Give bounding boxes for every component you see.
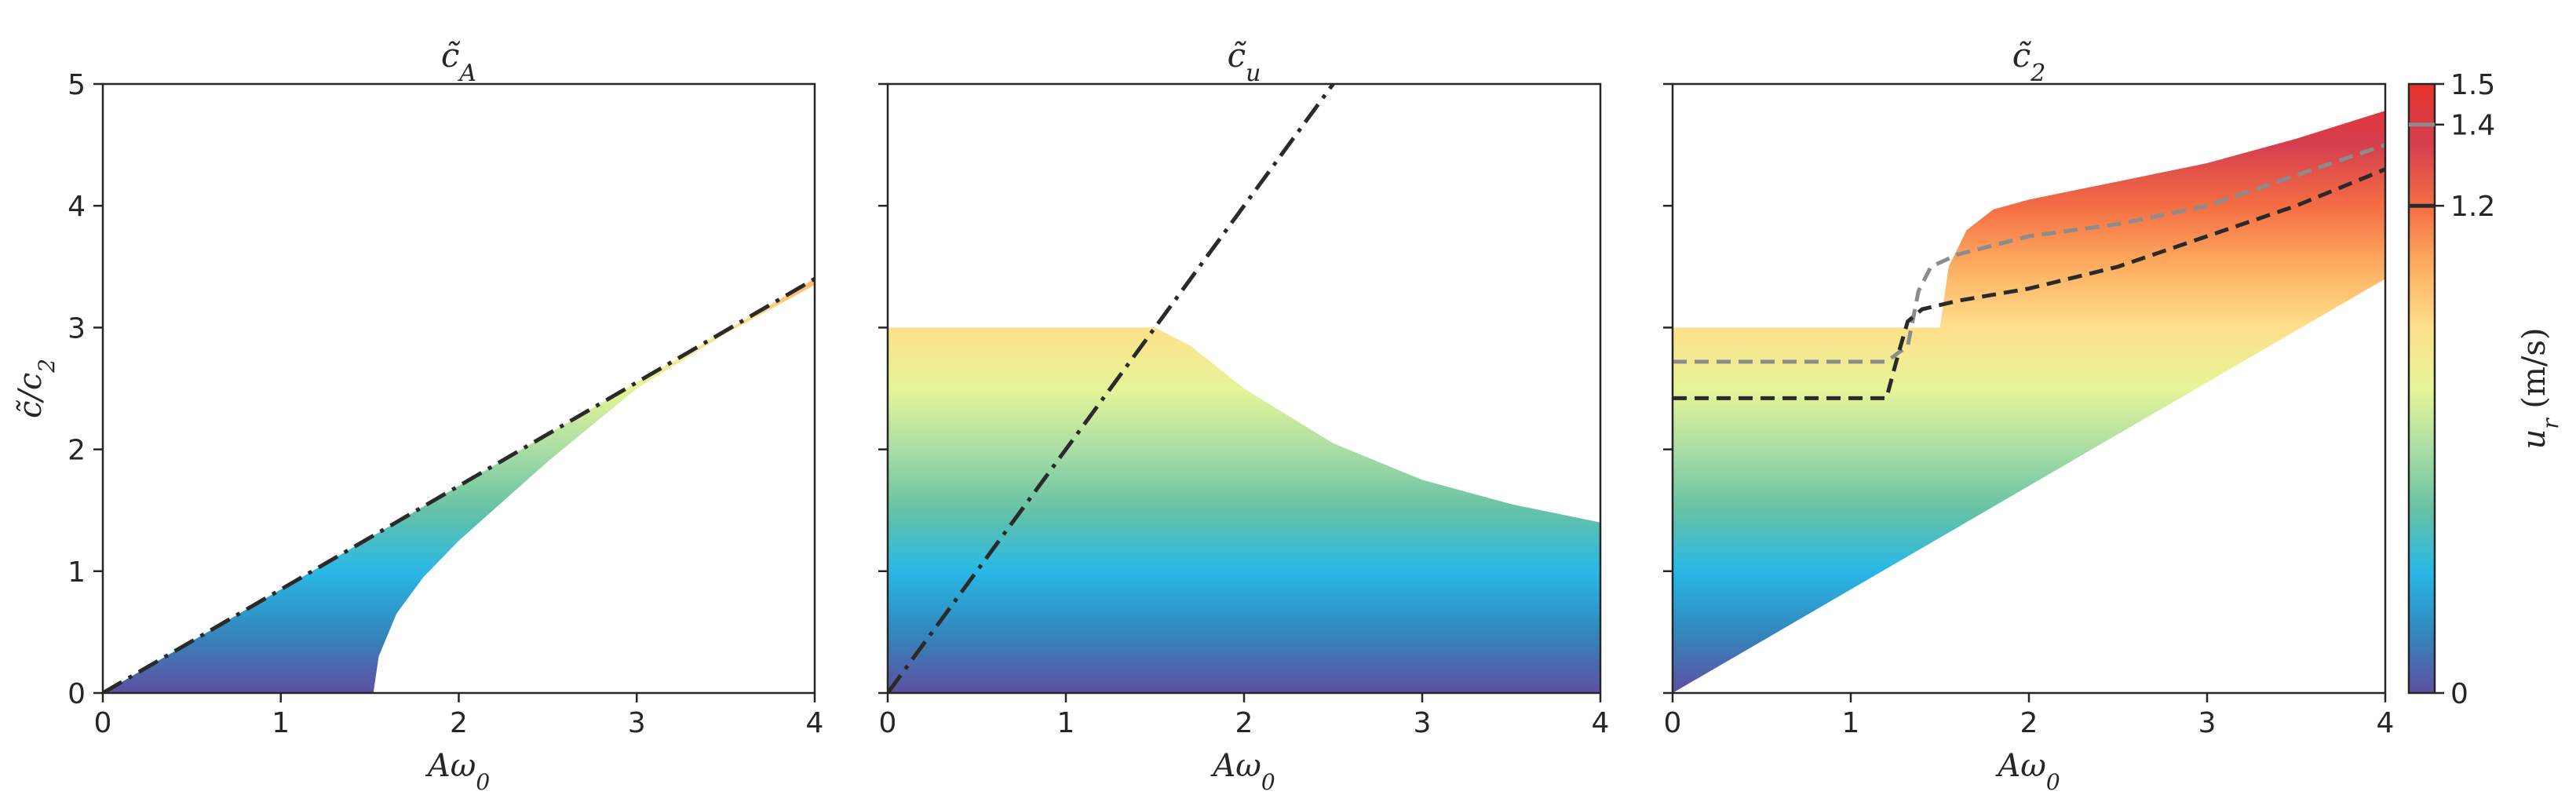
- x-tick-label: 4: [1592, 707, 1610, 739]
- panel-c-a: 0 1 2 3 4 0 1 2 3 4 5 c̃A Aω0 c̃/c2: [13, 36, 823, 795]
- x-tick-label: 3: [2198, 707, 2217, 739]
- colorbar: 0 1.2 1.4 1.5 ur (m/s): [2409, 69, 2563, 710]
- colored-region: [103, 279, 815, 693]
- x-tick-label: 1: [1057, 707, 1075, 739]
- axes: 0 1 2 3 4 0 1 2 3 4 5: [68, 69, 823, 739]
- colorbar-tick-label: 0: [2450, 678, 2468, 710]
- plot-area: [1673, 111, 2385, 693]
- x-tick-label: 1: [272, 707, 290, 739]
- y-tick-label: 4: [68, 191, 86, 223]
- x-axis-label: Aω0: [1994, 748, 2060, 795]
- panel-c-2: 0 1 2 3 4 c̃2 Aω0: [1663, 36, 2394, 795]
- y-axis-label: c̃/c2: [13, 359, 60, 418]
- y-tick-label: 5: [68, 69, 86, 101]
- colorbar-tick-label: 1.5: [2450, 69, 2495, 101]
- plot-area: [888, 84, 1600, 693]
- x-axis-label: Aω0: [425, 748, 490, 795]
- panel-title: c̃2: [2012, 36, 2046, 87]
- colorbar-gradient: [2409, 84, 2435, 693]
- x-tick-label: 0: [94, 707, 112, 739]
- colorbar-tick-label: 1.2: [2450, 191, 2495, 223]
- x-tick-label: 4: [806, 707, 824, 739]
- x-tick-label: 4: [2377, 707, 2395, 739]
- x-tick-label: 2: [450, 707, 468, 739]
- x-axis-label: Aω0: [1210, 748, 1275, 795]
- x-tick-label: 3: [1414, 707, 1432, 739]
- x-tick-label: 0: [879, 707, 897, 739]
- y-tick-label: 3: [68, 312, 86, 345]
- x-tick-label: 2: [2020, 707, 2038, 739]
- plot-area: [103, 279, 815, 693]
- y-tick-label: 2: [68, 435, 86, 467]
- colored-region: [1673, 111, 2385, 693]
- x-tick-label: 3: [628, 707, 646, 739]
- colored-region: [888, 327, 1600, 693]
- x-tick-label: 0: [1664, 707, 1682, 739]
- panel-title: c̃A: [441, 36, 476, 87]
- colorbar-tick-label: 1.4: [2450, 110, 2495, 142]
- x-tick-label: 2: [1235, 707, 1253, 739]
- y-tick-label: 1: [68, 556, 86, 589]
- panel-title: c̃u: [1228, 36, 1261, 87]
- panel-c-u: 0 1 2 3 4 c̃u Aω0: [878, 36, 1609, 795]
- x-tick-label: 1: [1842, 707, 1860, 739]
- colorbar-label: ur (m/s): [2516, 327, 2563, 449]
- axes-frame: [103, 84, 815, 693]
- y-tick-label: 0: [68, 678, 86, 710]
